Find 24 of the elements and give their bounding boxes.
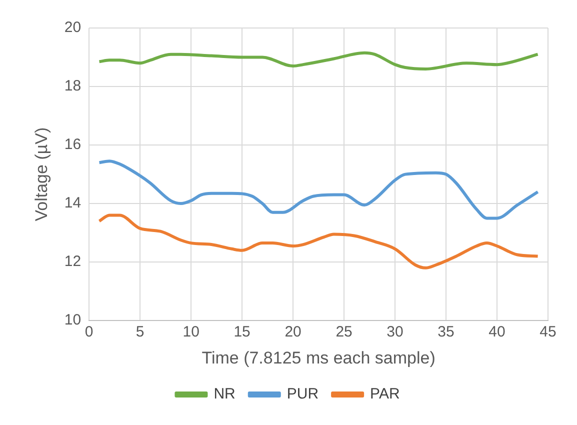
x-tick-label: 25 [336,324,352,341]
y-axis-title: Voltage (µV) [32,127,51,222]
x-tick-label: 45 [540,324,556,341]
x-tick-label: 30 [386,324,404,341]
x-tick-label: 40 [488,324,506,341]
x-tick-label: 20 [284,324,302,341]
legend-label: PUR [286,386,319,403]
legend-label: NR [214,386,236,403]
x-tick-label: 5 [136,324,144,341]
y-tick-label: 10 [64,312,82,329]
x-tick-label: 0 [84,324,94,341]
line-series [98,214,540,270]
line-series [98,160,540,220]
x-tick-label: 35 [438,324,454,341]
x-tick-label: 10 [182,324,200,341]
y-tick-label: 18 [64,78,82,95]
y-tick-label: 16 [64,136,82,154]
y-tick-label: 20 [64,19,82,36]
legend-label: PAR [370,386,400,403]
x-axis-title: Time (7.8125 ms each sample) [202,348,436,368]
y-tick-label: 14 [64,194,82,212]
line-series [98,51,540,70]
y-tick-label: 12 [64,253,82,270]
x-tick-label: 15 [234,324,250,341]
